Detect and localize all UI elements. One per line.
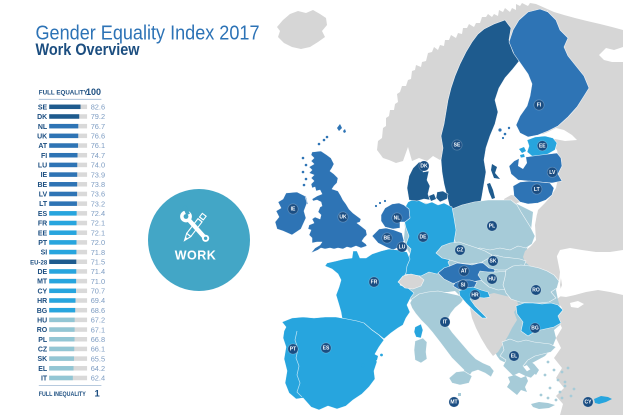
svg-text:82.6: 82.6 <box>91 103 105 112</box>
svg-text:76.1: 76.1 <box>91 141 105 150</box>
svg-text:66.1: 66.1 <box>91 345 105 354</box>
svg-text:CZ: CZ <box>38 347 48 354</box>
svg-text:FULL EQUALITY: FULL EQUALITY <box>39 90 89 97</box>
svg-text:EE: EE <box>38 230 48 237</box>
svg-text:HU: HU <box>488 277 496 283</box>
svg-text:68.6: 68.6 <box>91 306 105 315</box>
svg-text:100: 100 <box>86 87 101 97</box>
svg-text:ES: ES <box>38 211 48 218</box>
svg-text:PT: PT <box>290 347 296 353</box>
svg-text:73.2: 73.2 <box>91 199 105 208</box>
svg-text:AT: AT <box>461 269 467 275</box>
svg-text:72.1: 72.1 <box>91 228 105 237</box>
svg-text:RO: RO <box>37 327 48 334</box>
svg-text:SK: SK <box>37 356 47 363</box>
svg-text:MT: MT <box>450 400 457 406</box>
svg-text:SI: SI <box>41 250 48 257</box>
svg-text:76.7: 76.7 <box>91 122 105 131</box>
svg-text:MT: MT <box>37 279 48 286</box>
svg-text:BE: BE <box>37 182 47 189</box>
svg-text:LV: LV <box>39 192 48 199</box>
svg-text:72.4: 72.4 <box>91 209 105 218</box>
svg-text:HU: HU <box>37 318 47 325</box>
svg-text:79.2: 79.2 <box>91 112 105 121</box>
svg-text:LU: LU <box>399 245 406 251</box>
svg-text:PL: PL <box>38 337 48 344</box>
svg-text:RO: RO <box>532 288 540 294</box>
svg-text:CY: CY <box>37 288 47 295</box>
svg-text:ES: ES <box>323 346 330 352</box>
svg-text:PL: PL <box>489 224 495 230</box>
svg-text:HR: HR <box>471 293 479 299</box>
svg-text:71.5: 71.5 <box>91 258 105 267</box>
svg-text:CZ: CZ <box>457 248 464 254</box>
svg-text:72.0: 72.0 <box>91 238 105 247</box>
svg-text:IE: IE <box>291 207 296 213</box>
svg-text:HR: HR <box>37 298 47 305</box>
svg-text:71.8: 71.8 <box>91 248 105 257</box>
svg-text:UK: UK <box>339 215 347 221</box>
svg-text:73.9: 73.9 <box>91 170 105 179</box>
svg-text:DE: DE <box>420 235 428 241</box>
svg-text:BG: BG <box>37 308 48 315</box>
svg-text:74.7: 74.7 <box>91 151 105 160</box>
svg-text:EL: EL <box>511 354 517 360</box>
svg-text:73.8: 73.8 <box>91 180 105 189</box>
svg-text:FULL INEQUALITY: FULL INEQUALITY <box>39 391 87 398</box>
svg-text:67.2: 67.2 <box>91 316 105 325</box>
svg-text:IE: IE <box>41 172 48 179</box>
svg-text:76.6: 76.6 <box>91 132 105 141</box>
svg-text:SI: SI <box>461 283 466 289</box>
svg-text:NL: NL <box>38 124 48 131</box>
svg-text:IT: IT <box>443 320 447 326</box>
svg-text:LU: LU <box>38 163 47 170</box>
svg-text:74.0: 74.0 <box>91 161 105 170</box>
svg-text:DK: DK <box>420 164 428 170</box>
svg-text:62.4: 62.4 <box>91 374 105 383</box>
svg-text:70.7: 70.7 <box>91 287 105 296</box>
svg-text:WORK: WORK <box>175 249 217 263</box>
svg-text:FR: FR <box>371 280 378 286</box>
svg-text:LT: LT <box>39 201 48 208</box>
svg-text:DE: DE <box>37 269 47 276</box>
svg-text:SK: SK <box>490 259 497 265</box>
svg-text:BG: BG <box>531 326 539 332</box>
svg-text:Gender Equality Index 2017: Gender Equality Index 2017 <box>36 22 260 45</box>
svg-text:EL: EL <box>38 366 48 373</box>
svg-text:DK: DK <box>37 114 47 121</box>
svg-text:PT: PT <box>38 240 48 247</box>
svg-text:71.4: 71.4 <box>91 267 105 276</box>
svg-text:65.5: 65.5 <box>91 354 105 363</box>
svg-text:SE: SE <box>454 143 461 149</box>
svg-text:UK: UK <box>37 134 47 141</box>
svg-text:CY: CY <box>585 400 593 406</box>
svg-text:72.1: 72.1 <box>91 219 105 228</box>
svg-text:69.4: 69.4 <box>91 296 105 305</box>
svg-text:FI: FI <box>537 103 542 109</box>
svg-text:71.0: 71.0 <box>91 277 105 286</box>
svg-text:64.2: 64.2 <box>91 364 105 373</box>
svg-text:73.6: 73.6 <box>91 190 105 199</box>
svg-text:IT: IT <box>41 376 48 383</box>
svg-text:EE: EE <box>539 144 546 150</box>
svg-text:Work Overview: Work Overview <box>36 41 140 59</box>
svg-text:AT: AT <box>38 143 48 150</box>
svg-text:FI: FI <box>41 153 47 160</box>
svg-text:LV: LV <box>549 170 556 176</box>
svg-text:LT: LT <box>534 187 540 193</box>
svg-text:1: 1 <box>95 388 101 399</box>
svg-text:67.1: 67.1 <box>91 325 105 334</box>
svg-text:FR: FR <box>38 221 47 228</box>
svg-text:BE: BE <box>384 236 392 242</box>
svg-text:NL: NL <box>394 216 401 222</box>
svg-text:SE: SE <box>38 104 48 111</box>
svg-text:66.8: 66.8 <box>91 335 105 344</box>
svg-text:EU-28: EU-28 <box>30 260 48 266</box>
